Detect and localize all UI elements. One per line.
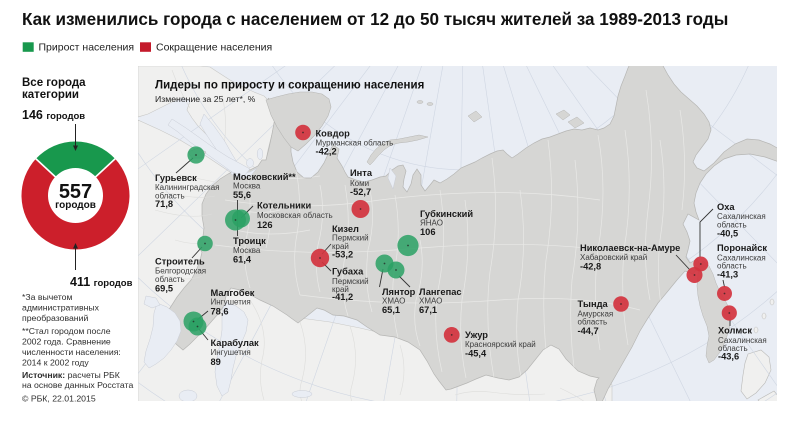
svg-text:Строитель: Строитель (155, 257, 205, 267)
svg-text:Прирост населения: Прирост населения (39, 42, 135, 54)
svg-text:Сокращение населения: Сокращение населения (156, 42, 272, 54)
svg-text:-41,2: -41,2 (332, 292, 353, 302)
svg-text:область: область (717, 262, 747, 271)
svg-text:-52,7: -52,7 (350, 187, 371, 197)
svg-text:106: 106 (420, 227, 436, 237)
svg-text:Инта: Инта (350, 168, 373, 178)
svg-text:557: 557 (59, 181, 92, 203)
svg-text:категории: категории (22, 89, 79, 101)
svg-text:-53,2: -53,2 (332, 250, 353, 260)
svg-text:-42,8: -42,8 (580, 262, 601, 272)
svg-text:Московский**: Московский** (233, 172, 296, 182)
svg-text:Амурская: Амурская (578, 310, 614, 319)
svg-text:Мурманская область: Мурманская область (316, 139, 394, 148)
svg-text:Ингушетия: Ингушетия (211, 348, 251, 357)
svg-text:Сахалинская: Сахалинская (717, 212, 766, 221)
svg-text:Карабулак: Карабулак (211, 338, 260, 348)
svg-text:Красноярский край: Красноярский край (465, 340, 536, 349)
svg-text:ХМАО: ХМАО (419, 297, 442, 306)
svg-text:Троицк: Троицк (233, 236, 266, 246)
svg-text:Московская область: Московская область (257, 211, 333, 220)
svg-text:65,1: 65,1 (382, 305, 400, 315)
svg-text:Гурьевск: Гурьевск (155, 173, 197, 183)
svg-text:ЯНАО: ЯНАО (420, 219, 443, 228)
svg-text:67,1: 67,1 (419, 305, 437, 315)
svg-text:Лидеры по приросту и сокращени: Лидеры по приросту и сокращению населени… (155, 80, 424, 92)
svg-text:61,4: 61,4 (233, 255, 252, 265)
svg-text:-45,4: -45,4 (465, 349, 487, 359)
svg-text:Изменение за 25 лет*, %: Изменение за 25 лет*, % (155, 94, 256, 104)
svg-text:область: область (578, 318, 608, 327)
svg-text:69,5: 69,5 (155, 284, 173, 294)
svg-text:Пермский: Пермский (332, 277, 369, 286)
svg-text:Москва: Москва (233, 246, 261, 255)
svg-text:Оха: Оха (717, 202, 735, 212)
svg-text:Как изменились города с населе: Как изменились города с населением от 12… (22, 10, 728, 29)
svg-text:Губаха: Губаха (332, 267, 364, 277)
svg-text:Пермский: Пермский (332, 234, 369, 243)
svg-text:2002 года. Сравнение: 2002 года. Сравнение (22, 337, 111, 347)
svg-text:Лянтор: Лянтор (382, 287, 416, 297)
svg-text:Сахалинская: Сахалинская (718, 336, 767, 345)
svg-text:Источник: расчеты РБК: Источник: расчеты РБК (22, 370, 121, 380)
svg-text:Тында: Тында (578, 299, 609, 309)
svg-text:Холмск: Холмск (718, 326, 752, 336)
svg-text:78,6: 78,6 (211, 307, 229, 317)
svg-text:край: край (332, 285, 349, 294)
svg-text:Белгородская: Белгородская (155, 267, 206, 276)
svg-text:Лангепас: Лангепас (419, 287, 462, 297)
svg-text:область: область (155, 275, 185, 284)
svg-text:89: 89 (211, 357, 221, 367)
svg-text:ХМАО: ХМАО (382, 297, 405, 306)
svg-text:126: 126 (257, 220, 273, 230)
svg-text:на основе данных Росстата: на основе данных Росстата (22, 380, 133, 390)
svg-text:административных: административных (22, 303, 100, 313)
svg-text:Коми: Коми (350, 179, 369, 188)
svg-text:численности населения:: численности населения: (22, 347, 121, 357)
svg-text:Губкинский: Губкинский (420, 209, 473, 219)
svg-text:Все города: Все города (22, 77, 86, 89)
svg-text:область: область (718, 344, 748, 353)
svg-text:146 городов: 146 городов (22, 108, 85, 122)
svg-text:Сахалинская: Сахалинская (717, 254, 766, 263)
svg-text:край: край (332, 242, 349, 251)
svg-text:Калининградская: Калининградская (155, 183, 220, 192)
svg-text:-40,5: -40,5 (717, 229, 738, 239)
svg-text:2014 к 2002 году: 2014 к 2002 году (22, 358, 89, 368)
svg-text:-41,3: -41,3 (717, 270, 738, 280)
svg-text:Кизел: Кизел (332, 224, 359, 234)
svg-text:Ингушетия: Ингушетия (211, 298, 251, 307)
svg-text:*За вычетом: *За вычетом (22, 292, 73, 302)
svg-text:Ковдор: Ковдор (316, 129, 351, 139)
svg-text:Котельники: Котельники (257, 201, 311, 211)
svg-text:Москва: Москва (233, 182, 261, 191)
svg-text:© РБК, 22.01.2015: © РБК, 22.01.2015 (22, 394, 96, 404)
svg-text:411 городов: 411 городов (70, 275, 133, 289)
svg-text:71,8: 71,8 (155, 199, 173, 209)
svg-text:городов: городов (55, 200, 96, 211)
svg-text:Малгобек: Малгобек (211, 288, 255, 298)
svg-text:Ужур: Ужур (465, 330, 488, 340)
svg-text:-42,2: -42,2 (316, 147, 337, 157)
svg-text:Поронайск: Поронайск (717, 243, 767, 253)
svg-text:**Стал городом после: **Стал городом после (22, 326, 111, 336)
svg-text:область: область (155, 192, 185, 201)
svg-text:-43,6: -43,6 (718, 352, 739, 362)
svg-text:Николаевск-на-Амуре: Николаевск-на-Амуре (580, 243, 680, 253)
svg-text:Хабаровский край: Хабаровский край (580, 253, 647, 262)
svg-text:-44,7: -44,7 (578, 326, 599, 336)
svg-text:преобразований: преобразований (22, 313, 88, 323)
svg-text:55,6: 55,6 (233, 190, 251, 200)
svg-text:область: область (717, 221, 747, 230)
